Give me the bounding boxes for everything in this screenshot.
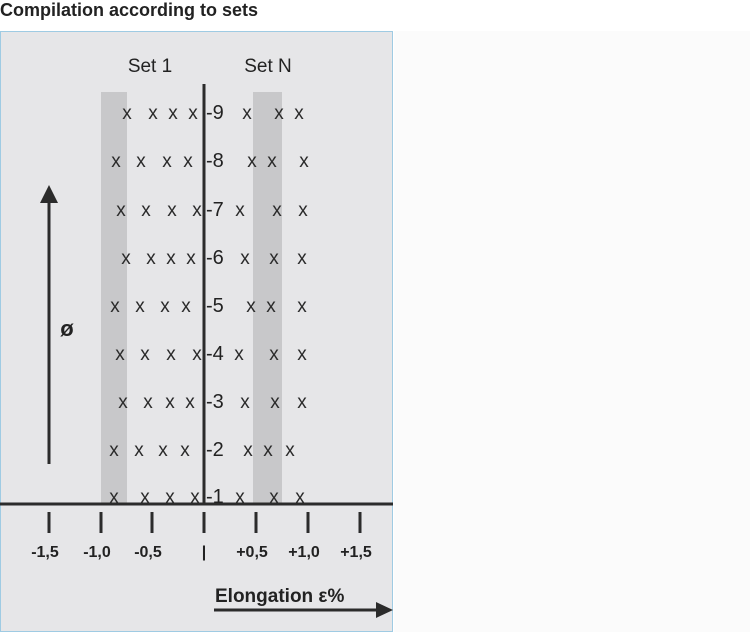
- set1-mark: x: [180, 440, 190, 461]
- setN-mark: x: [267, 151, 277, 172]
- x-tick-label: +0,5: [236, 544, 268, 561]
- set1-mark: x: [160, 296, 170, 317]
- setN-mark: x: [299, 151, 309, 172]
- setN-mark: x: [269, 248, 279, 269]
- elongation-label: Elongation ε%: [215, 586, 344, 607]
- setN-mark: x: [235, 200, 245, 221]
- x-axis-tick-labels: -1,5 -1,0 -0,5 | +0,5 +1,0 +1,5: [31, 544, 372, 561]
- x-tick-label: -0,5: [134, 544, 162, 561]
- row-label: -5: [206, 295, 224, 317]
- setN-mark: x: [294, 103, 304, 124]
- set1-mark: x: [166, 344, 176, 365]
- set1-mark: x: [188, 103, 198, 124]
- row-label: -8: [206, 150, 224, 172]
- row-label: -2: [206, 439, 224, 461]
- setN-mark: x: [269, 487, 279, 508]
- figure-title: Compilation according to sets: [0, 0, 259, 20]
- x-tick-label: -1,5: [31, 544, 59, 561]
- set1-mark: x: [181, 296, 191, 317]
- set1-mark: x: [140, 487, 150, 508]
- setN-mark: x: [297, 344, 307, 365]
- set1-mark: x: [115, 344, 125, 365]
- setN-label: Set N: [244, 56, 292, 77]
- setN-mark: x: [270, 392, 280, 413]
- set1-mark: x: [136, 151, 146, 172]
- row-label: -3: [206, 391, 224, 413]
- setN-mark: x: [246, 296, 256, 317]
- setN-band: [253, 92, 282, 504]
- set1-mark: x: [168, 103, 178, 124]
- row-label: -4: [206, 343, 224, 365]
- set1-mark: x: [158, 440, 168, 461]
- set1-mark: x: [162, 151, 172, 172]
- row-label: -7: [206, 199, 224, 221]
- set1-mark: x: [192, 344, 202, 365]
- set1-mark: x: [140, 344, 150, 365]
- setN-mark: x: [274, 103, 284, 124]
- set1-mark: x: [166, 248, 176, 269]
- setN-mark: x: [298, 200, 308, 221]
- set1-mark: x: [148, 103, 158, 124]
- x-tick-label: +1,5: [340, 544, 372, 561]
- set1-mark: x: [185, 392, 195, 413]
- elongation-diagram: Set 1 Set N ø -1,5 -1,0 -0,5 | +0,5 +1,0 +1,5 …: [0, 56, 393, 618]
- set1-mark: x: [110, 296, 120, 317]
- setN-mark: x: [272, 200, 282, 221]
- set1-mark: x: [165, 392, 175, 413]
- elongation-arrow-head: [376, 602, 393, 618]
- set1-label: Set 1: [128, 56, 172, 77]
- setN-mark: x: [269, 344, 279, 365]
- set1-mark: x: [109, 487, 119, 508]
- setN-mark: x: [285, 440, 295, 461]
- setN-mark: x: [297, 392, 307, 413]
- set1-mark: x: [118, 392, 128, 413]
- row-labels: -9 -8 -7 -6 -5 -4 -3 -2 -1: [206, 102, 224, 508]
- setN-mark: x: [297, 296, 307, 317]
- x-tick-label: -1,0: [83, 544, 111, 561]
- set1-mark: x: [141, 200, 151, 221]
- set1-mark: x: [190, 487, 200, 508]
- x-tick-label: |: [202, 544, 206, 561]
- setN-mark: x: [242, 103, 252, 124]
- data-marks: x x x x x x xx x x x x x xx x x x x x xx x x x x x xx x x x x x xx x x x x…: [109, 103, 309, 508]
- set1-mark: x: [167, 200, 177, 221]
- blank-area: [394, 31, 750, 632]
- setN-mark: x: [295, 487, 305, 508]
- set1-mark: x: [111, 151, 121, 172]
- setN-mark: x: [240, 392, 250, 413]
- set1-mark: x: [122, 103, 132, 124]
- diagram-panel: [0, 31, 393, 632]
- row-label: -1: [206, 486, 224, 508]
- set1-mark: x: [186, 248, 196, 269]
- set1-mark: x: [109, 440, 119, 461]
- set1-mark: x: [121, 248, 131, 269]
- setN-mark: x: [297, 248, 307, 269]
- set1-mark: x: [192, 200, 202, 221]
- setN-mark: x: [263, 440, 273, 461]
- setN-mark: x: [243, 440, 253, 461]
- row-label: -9: [206, 102, 224, 124]
- diameter-symbol: ø: [60, 316, 74, 341]
- setN-mark: x: [234, 344, 244, 365]
- set1-band: [101, 92, 127, 504]
- diameter-arrow-head: [40, 185, 58, 203]
- setN-mark: x: [266, 296, 276, 317]
- x-tick-label: +1,0: [288, 544, 320, 561]
- set1-mark: x: [165, 487, 175, 508]
- setN-mark: x: [235, 487, 245, 508]
- set1-mark: x: [116, 200, 126, 221]
- setN-mark: x: [247, 151, 257, 172]
- set1-mark: x: [146, 248, 156, 269]
- row-label: -6: [206, 247, 224, 269]
- setN-mark: x: [240, 248, 250, 269]
- set1-mark: x: [143, 392, 153, 413]
- x-axis-ticks: [47, 512, 362, 533]
- set1-mark: x: [135, 296, 145, 317]
- set1-mark: x: [134, 440, 144, 461]
- set1-mark: x: [183, 151, 193, 172]
